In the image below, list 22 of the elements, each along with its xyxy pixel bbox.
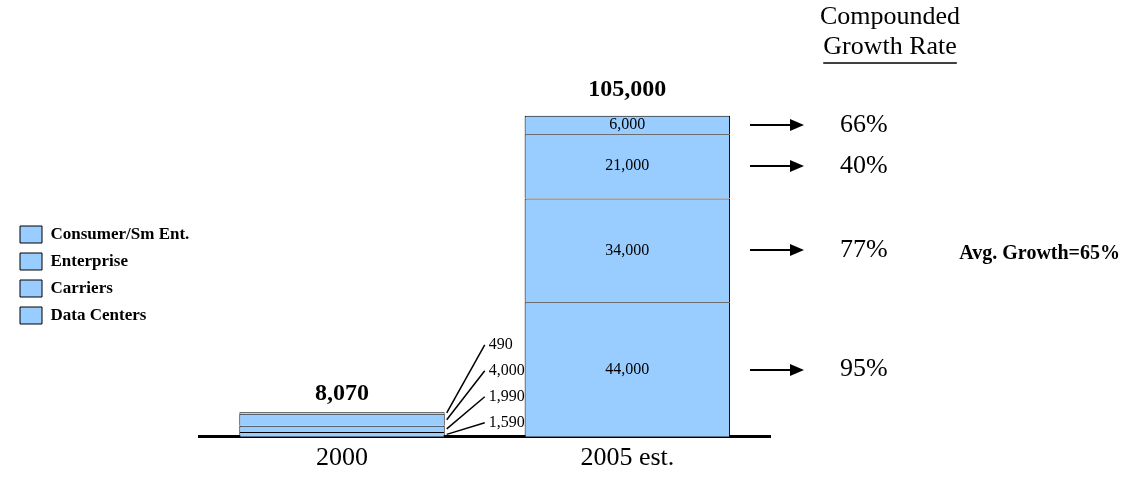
data-label: 1,990: [488, 387, 525, 404]
legend-label: Data Centers: [50, 304, 147, 324]
data-label: 34,000: [605, 240, 650, 258]
data-label: 6,000: [609, 115, 646, 133]
text: 40%: [840, 150, 888, 180]
legend-label: Enterprise: [50, 250, 129, 270]
data-label: 1,590: [488, 413, 525, 430]
x-tick-label: 2005 est.: [580, 442, 675, 472]
legend-label: Carriers: [50, 277, 114, 297]
text: 77%: [840, 234, 888, 264]
data-label: 21,000: [605, 156, 650, 174]
text: Avg. Growth=65%: [959, 240, 1120, 264]
data-label: 4,000: [488, 361, 525, 378]
text: 66%: [840, 108, 888, 138]
total-label: 8,070: [315, 379, 370, 406]
text: Compounded Growth Rate: [820, 0, 961, 60]
x-tick-label: 2000: [316, 442, 369, 472]
data-label: 44,000: [605, 359, 650, 377]
total-label: 105,000: [588, 75, 667, 102]
legend-label: Consumer/Sm Ent.: [50, 223, 190, 243]
data-label: 490: [488, 335, 513, 352]
text: 95%: [840, 353, 888, 383]
